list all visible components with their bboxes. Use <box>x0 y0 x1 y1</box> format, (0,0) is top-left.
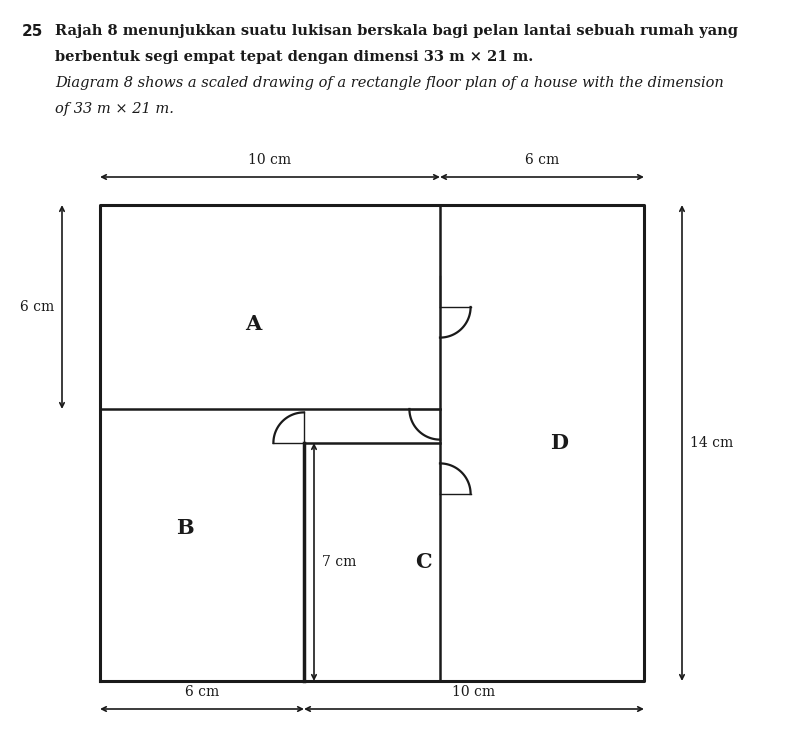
Text: Rajah 8 menunjukkan suatu lukisan berskala bagi pelan lantai sebuah rumah yang: Rajah 8 menunjukkan suatu lukisan berska… <box>55 24 738 38</box>
Text: 10 cm: 10 cm <box>452 685 496 699</box>
Text: berbentuk segi empat tepat dengan dimensi 33 m × 21 m.: berbentuk segi empat tepat dengan dimens… <box>55 50 534 64</box>
Text: 6 cm: 6 cm <box>20 300 54 314</box>
Text: 6 cm: 6 cm <box>185 685 219 699</box>
Text: A: A <box>245 314 261 334</box>
Text: of 33 m × 21 m.: of 33 m × 21 m. <box>55 102 174 116</box>
Text: 14 cm: 14 cm <box>690 436 733 450</box>
Text: 6 cm: 6 cm <box>525 153 559 167</box>
Text: 7 cm: 7 cm <box>322 555 356 569</box>
Text: D: D <box>550 433 568 453</box>
Text: Diagram 8 shows a scaled drawing of a rectangle floor plan of a house with the d: Diagram 8 shows a scaled drawing of a re… <box>55 76 724 90</box>
Text: B: B <box>177 518 193 538</box>
Text: C: C <box>415 552 431 572</box>
Text: 10 cm: 10 cm <box>248 153 292 167</box>
Text: 25: 25 <box>22 24 44 39</box>
